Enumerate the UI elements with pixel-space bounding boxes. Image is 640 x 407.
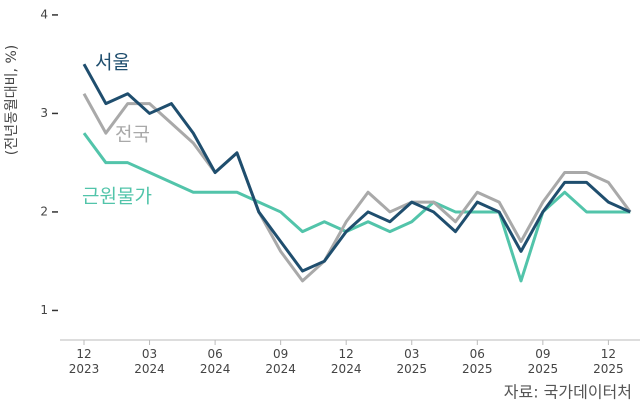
x-tick-label: 09 2024: [265, 347, 296, 376]
y-tick-label: 4: [40, 7, 48, 21]
x-tick-label: 03 2024: [134, 347, 165, 376]
x-tick-label: 12 2023: [69, 347, 100, 376]
x-tick-label: 06 2025: [462, 347, 493, 376]
series-line: [82, 132, 631, 283]
x-tick-label: 03 2025: [396, 347, 427, 376]
series-label: 전국: [115, 124, 150, 146]
x-tick-label: 12 2024: [331, 347, 362, 376]
y-axis-label: (전년동월대비, %): [4, 45, 20, 155]
x-tick-label: 09 2025: [528, 347, 559, 376]
y-tick-label: 3: [40, 106, 48, 120]
series-label: 근원물가: [82, 186, 152, 208]
y-tick-label: 1: [40, 303, 48, 317]
y-tick-label: 2: [40, 204, 48, 218]
x-tick-label: 12 2025: [593, 347, 624, 376]
series-line: [82, 93, 632, 283]
source: 자료: 국가데이터처: [504, 383, 632, 402]
series-label: 서울: [95, 52, 130, 74]
series-line: [82, 63, 631, 273]
x-tick-label: 06 2024: [200, 347, 231, 376]
